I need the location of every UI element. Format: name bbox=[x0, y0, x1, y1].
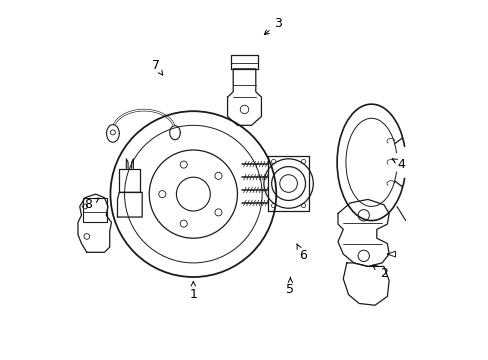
Polygon shape bbox=[106, 125, 119, 142]
Polygon shape bbox=[268, 156, 308, 211]
Polygon shape bbox=[78, 194, 111, 252]
Polygon shape bbox=[83, 198, 107, 222]
Text: 1: 1 bbox=[189, 282, 197, 301]
Polygon shape bbox=[227, 69, 261, 125]
Circle shape bbox=[255, 150, 322, 217]
Polygon shape bbox=[169, 126, 180, 140]
Polygon shape bbox=[343, 263, 388, 305]
Circle shape bbox=[110, 111, 276, 277]
Text: 3: 3 bbox=[264, 17, 282, 35]
Polygon shape bbox=[119, 170, 140, 192]
Text: 6: 6 bbox=[296, 244, 306, 262]
Polygon shape bbox=[117, 192, 142, 217]
Text: 8: 8 bbox=[84, 198, 99, 211]
Text: 4: 4 bbox=[391, 158, 405, 171]
Polygon shape bbox=[231, 55, 257, 69]
Text: 7: 7 bbox=[151, 59, 163, 75]
Polygon shape bbox=[386, 251, 395, 257]
Text: 5: 5 bbox=[286, 277, 294, 296]
Text: 2: 2 bbox=[372, 265, 387, 280]
Polygon shape bbox=[337, 199, 388, 266]
